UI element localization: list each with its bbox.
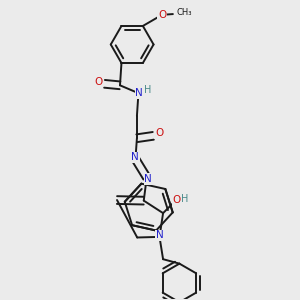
Text: N: N <box>131 152 139 162</box>
Text: H: H <box>181 194 188 204</box>
Text: O: O <box>94 77 103 87</box>
Text: CH₃: CH₃ <box>176 8 192 17</box>
Text: H: H <box>144 85 151 95</box>
Text: O: O <box>155 128 163 139</box>
Text: O: O <box>158 10 166 20</box>
Text: O: O <box>172 195 181 205</box>
Text: N: N <box>144 174 152 184</box>
Text: N: N <box>156 230 164 240</box>
Text: N: N <box>135 88 143 98</box>
